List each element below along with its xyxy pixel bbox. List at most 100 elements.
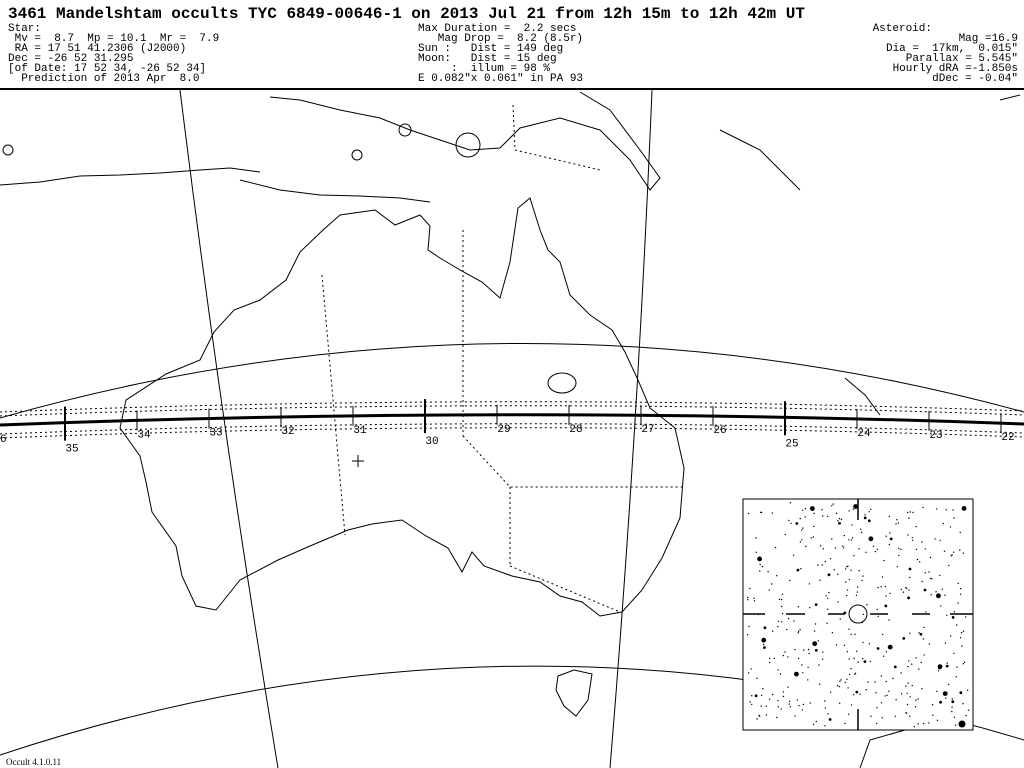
star bbox=[821, 564, 824, 566]
star bbox=[802, 672, 804, 674]
star bbox=[824, 700, 826, 702]
time-label: 32 bbox=[281, 426, 294, 438]
star bbox=[763, 646, 766, 649]
star bbox=[912, 511, 914, 514]
star bbox=[765, 705, 767, 707]
star bbox=[874, 681, 876, 683]
star bbox=[768, 698, 771, 700]
star bbox=[939, 539, 941, 541]
star bbox=[843, 644, 846, 646]
star bbox=[779, 673, 782, 675]
star bbox=[912, 539, 914, 542]
star bbox=[921, 688, 923, 690]
star bbox=[750, 668, 752, 670]
star bbox=[959, 691, 963, 695]
star bbox=[827, 597, 829, 599]
star bbox=[892, 677, 894, 680]
star bbox=[789, 502, 792, 504]
star bbox=[876, 707, 878, 709]
star bbox=[965, 616, 967, 618]
star bbox=[920, 661, 922, 664]
star bbox=[854, 633, 856, 635]
star bbox=[908, 567, 912, 571]
star bbox=[888, 619, 890, 621]
star bbox=[853, 657, 855, 660]
star bbox=[851, 537, 854, 539]
asteroid-info: Dia = 17km, 0.015" bbox=[886, 43, 1018, 55]
star bbox=[807, 679, 809, 681]
star bbox=[753, 600, 756, 602]
star bbox=[844, 681, 846, 684]
star bbox=[815, 720, 817, 723]
star bbox=[760, 694, 763, 697]
star bbox=[877, 586, 879, 589]
star bbox=[776, 575, 778, 577]
star bbox=[870, 715, 872, 717]
star bbox=[839, 680, 841, 682]
star bbox=[843, 611, 847, 615]
star bbox=[918, 632, 920, 634]
star bbox=[796, 568, 800, 572]
star bbox=[802, 509, 804, 511]
star bbox=[855, 594, 858, 596]
star bbox=[921, 541, 923, 543]
star bbox=[771, 512, 773, 514]
star-info: Dec = -26 52 31.295 bbox=[8, 53, 133, 65]
star bbox=[814, 623, 817, 625]
star bbox=[888, 543, 890, 546]
star bbox=[865, 551, 867, 553]
star bbox=[747, 599, 749, 601]
star bbox=[916, 558, 919, 561]
star bbox=[929, 556, 932, 559]
star bbox=[829, 558, 832, 560]
star bbox=[855, 690, 859, 694]
star bbox=[822, 548, 824, 550]
star bbox=[804, 508, 806, 510]
star bbox=[895, 523, 897, 525]
star bbox=[953, 611, 955, 613]
star bbox=[835, 512, 838, 514]
star bbox=[798, 704, 800, 707]
star bbox=[902, 591, 905, 593]
star bbox=[839, 618, 841, 620]
star bbox=[760, 705, 762, 707]
star bbox=[885, 651, 888, 653]
star bbox=[880, 586, 882, 588]
star bbox=[784, 533, 786, 536]
star bbox=[817, 564, 819, 566]
star bbox=[819, 545, 822, 547]
star bbox=[819, 683, 821, 685]
time-label: 30 bbox=[425, 436, 438, 448]
star bbox=[905, 587, 908, 589]
star bbox=[857, 661, 859, 663]
star bbox=[913, 726, 915, 728]
star bbox=[928, 643, 931, 645]
star bbox=[801, 709, 804, 711]
star bbox=[810, 537, 812, 539]
star bbox=[862, 641, 864, 644]
star bbox=[884, 604, 888, 608]
star bbox=[784, 651, 786, 653]
star bbox=[795, 522, 799, 525]
star bbox=[862, 657, 864, 660]
star bbox=[808, 652, 810, 655]
star bbox=[826, 622, 828, 624]
star bbox=[833, 569, 835, 571]
star bbox=[763, 626, 767, 630]
star bbox=[789, 706, 791, 708]
star bbox=[777, 706, 779, 708]
star bbox=[922, 506, 924, 509]
star bbox=[761, 637, 767, 643]
star bbox=[917, 723, 919, 725]
star bbox=[939, 700, 942, 704]
star bbox=[921, 580, 923, 583]
star bbox=[897, 522, 899, 524]
star bbox=[777, 625, 779, 628]
star bbox=[935, 591, 937, 593]
star bbox=[861, 579, 863, 582]
star bbox=[959, 637, 962, 639]
star bbox=[905, 685, 907, 687]
star bbox=[900, 548, 902, 551]
star bbox=[870, 508, 872, 511]
star bbox=[854, 672, 857, 674]
